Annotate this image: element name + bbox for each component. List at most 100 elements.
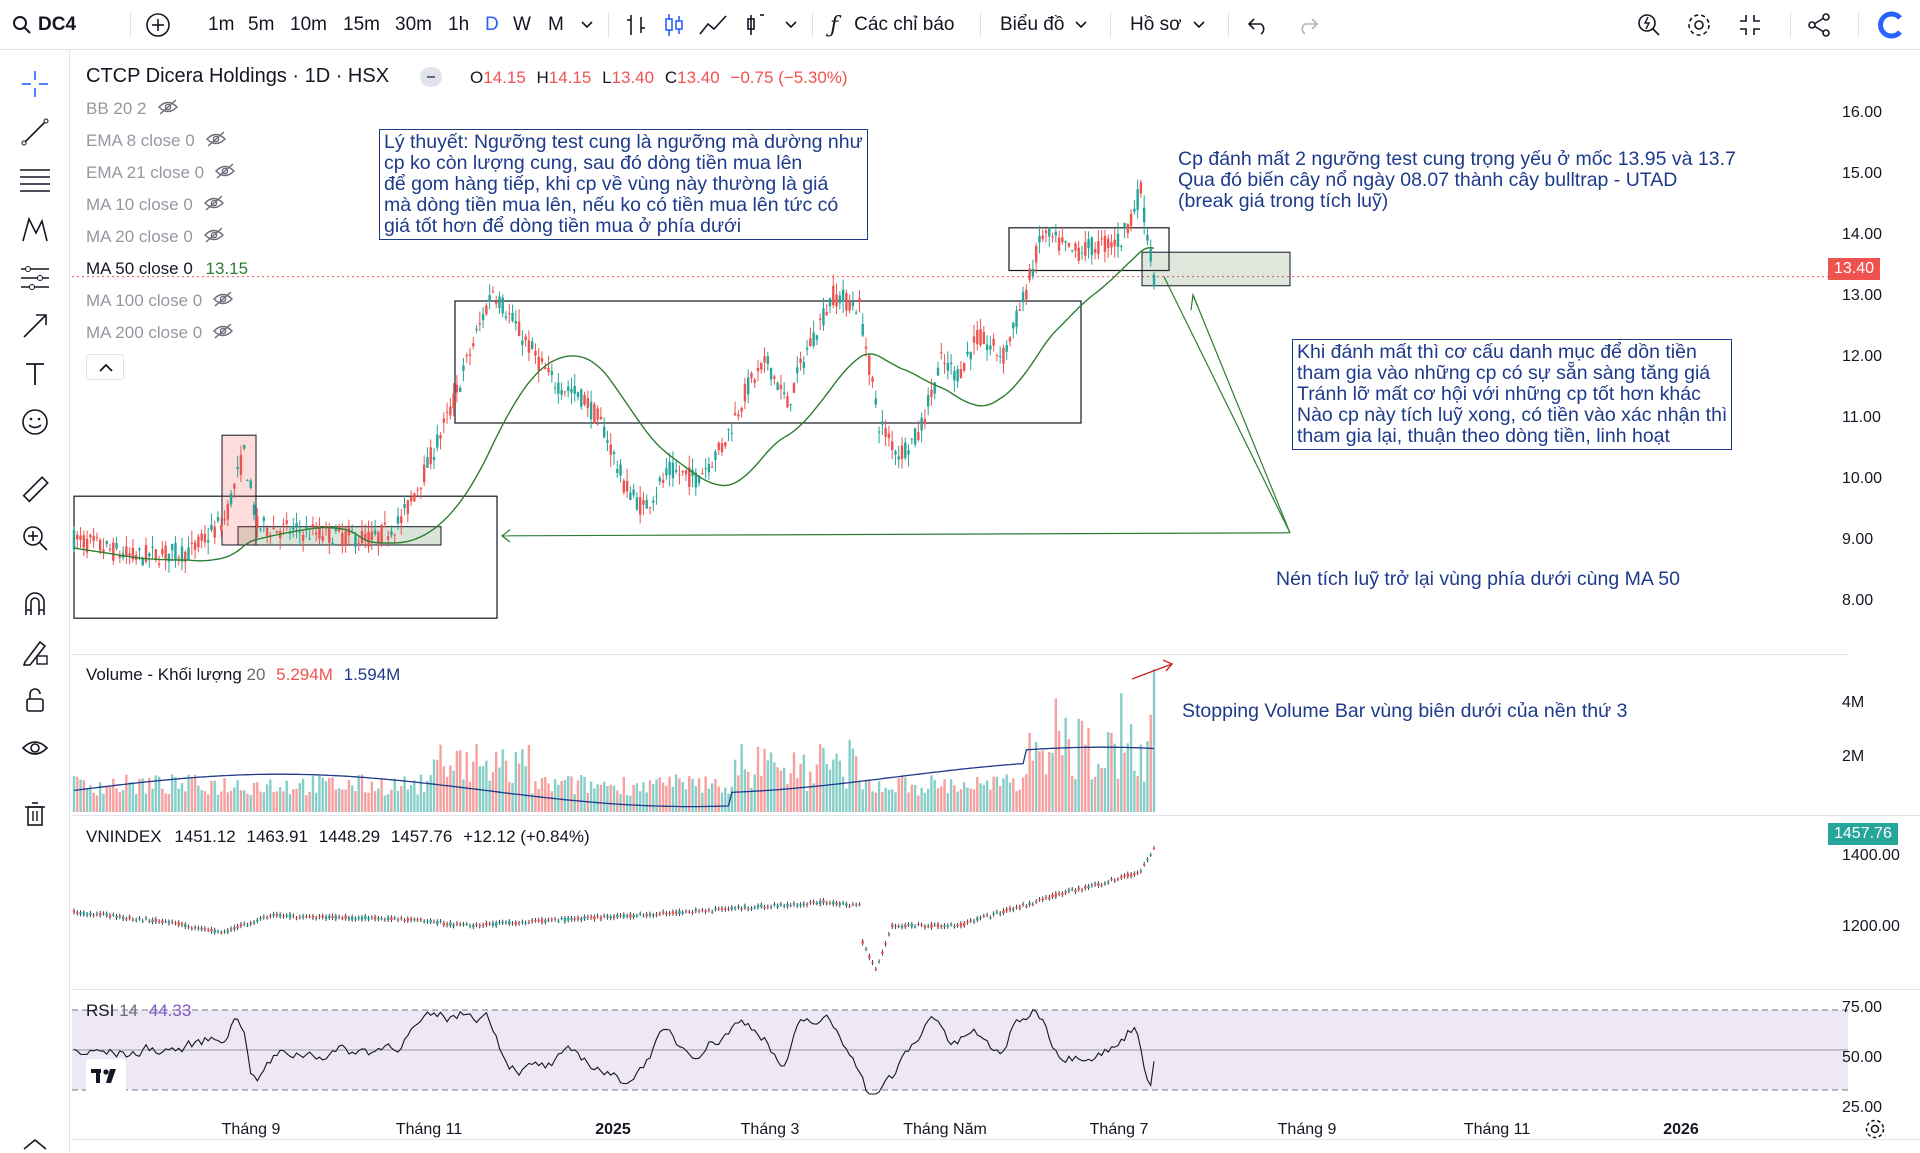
- symbol-search[interactable]: DC4: [12, 0, 76, 50]
- eye-off-icon[interactable]: [205, 131, 227, 152]
- interval-15m[interactable]: 15m: [343, 14, 380, 35]
- profile-menu-label: Hồ sơ: [1130, 14, 1182, 35]
- indicator-ema8[interactable]: EMA 8 close 0: [86, 131, 227, 152]
- bar-style-button[interactable]: [624, 0, 648, 50]
- fullscreen-button[interactable]: [1738, 0, 1762, 50]
- forecast-tool[interactable]: [15, 258, 55, 298]
- share-button[interactable]: [1806, 0, 1832, 50]
- indicator-ma200[interactable]: MA 200 close 0: [86, 323, 234, 344]
- interval-30m[interactable]: 30m: [395, 14, 432, 35]
- indicator-ma100[interactable]: MA 100 close 0: [86, 291, 234, 312]
- index-candle: [949, 924, 953, 926]
- lost-levels-note[interactable]: Cp đánh mất 2 ngưỡng test cung trọng yếu…: [1178, 148, 1736, 212]
- zoom-tool[interactable]: [15, 518, 55, 558]
- candle-body: [308, 538, 311, 540]
- text-tool[interactable]: [15, 354, 55, 394]
- chart-area[interactable]: 16.00 15.00 14.00 13.00 12.00 11.00 10.0…: [72, 51, 1920, 1153]
- stopping-volume-note[interactable]: Stopping Volume Bar vùng biên dưới của n…: [1182, 700, 1628, 722]
- profile-menu[interactable]: Hồ sơ: [1130, 0, 1206, 50]
- emoji-icon: [22, 409, 48, 435]
- candle-body: [1067, 242, 1071, 247]
- index-candle: [648, 913, 652, 916]
- indicator-ma20[interactable]: MA 20 close 0: [86, 227, 225, 248]
- interval-1m[interactable]: 1m: [208, 14, 235, 35]
- time-axis-settings[interactable]: [1864, 1118, 1886, 1145]
- compare-button[interactable]: [145, 0, 171, 50]
- interval-d[interactable]: D: [485, 14, 499, 35]
- pane-divider[interactable]: [72, 654, 1848, 655]
- hide-tool[interactable]: [15, 728, 55, 768]
- candle-body: [229, 493, 233, 505]
- compare-bars-button[interactable]: [744, 0, 768, 50]
- symbol-title[interactable]: CTCP Dicera Holdings · 1D · HSX: [86, 65, 390, 87]
- price-chart[interactable]: [72, 51, 1848, 654]
- candle-body: [573, 386, 576, 394]
- interval-m[interactable]: M: [548, 14, 564, 35]
- index-candle: [560, 918, 563, 920]
- quick-search-button[interactable]: [1636, 0, 1662, 50]
- interval-dropdown[interactable]: [580, 0, 594, 50]
- index-candle: [308, 916, 311, 918]
- emoji-tool[interactable]: [15, 402, 55, 442]
- interval-10m[interactable]: 10m: [290, 14, 327, 35]
- volume-bar: [622, 776, 626, 812]
- pane-divider[interactable]: [72, 989, 1920, 990]
- chart-menu[interactable]: Biểu đồ: [1000, 0, 1088, 50]
- pane-divider[interactable]: [72, 815, 1920, 816]
- index-candle: [432, 921, 436, 923]
- indicator-ma50[interactable]: MA 50 close 0 13.15: [86, 259, 248, 279]
- lock-drawings-tool[interactable]: [15, 632, 55, 672]
- eye-off-icon[interactable]: [212, 291, 234, 312]
- index-candle: [1120, 876, 1123, 878]
- ruler-tool[interactable]: [15, 470, 55, 510]
- lock-tool[interactable]: [15, 680, 55, 720]
- eye-off-icon[interactable]: [203, 227, 225, 248]
- volume-bar: [953, 785, 956, 812]
- undo-button[interactable]: [1246, 0, 1270, 50]
- line-style-button[interactable]: [698, 0, 728, 50]
- volume-bar: [318, 775, 321, 812]
- eye-off-icon[interactable]: [212, 323, 234, 344]
- index-candle: [717, 908, 720, 910]
- eye-off-icon[interactable]: [203, 195, 225, 216]
- indicator-ema21[interactable]: EMA 21 close 0: [86, 163, 236, 184]
- indicators-button[interactable]: ƒ Các chỉ báo: [830, 0, 955, 50]
- indicator-bb[interactable]: BB 20 2: [86, 99, 179, 120]
- arrow-tool[interactable]: [15, 306, 55, 346]
- remove-tool[interactable]: [15, 794, 55, 834]
- index-candle: [956, 925, 959, 927]
- trend-line-tool[interactable]: [15, 112, 55, 152]
- redo-button[interactable]: [1296, 0, 1320, 50]
- eye-off-icon[interactable]: [157, 99, 179, 120]
- interval-1h[interactable]: 1h: [448, 14, 470, 35]
- interval-5m[interactable]: 5m: [248, 14, 275, 35]
- collapse-legend-button[interactable]: [86, 354, 124, 380]
- candle-body: [632, 489, 635, 496]
- settings-button[interactable]: [1686, 0, 1712, 50]
- pattern-tool[interactable]: [15, 210, 55, 250]
- portfolio-note[interactable]: Khi đánh mất thì cơ cấu danh mục để dồn …: [1292, 339, 1733, 450]
- magnet-tool[interactable]: [15, 584, 55, 624]
- app-logo[interactable]: [1876, 0, 1906, 50]
- collapse-toolbar-button[interactable]: [15, 1135, 55, 1153]
- fib-tool[interactable]: [15, 160, 55, 200]
- theory-note[interactable]: Lý thuyết: Ngưỡng test cung là ngưỡng mà…: [379, 129, 868, 240]
- rsi-chart[interactable]: [72, 990, 1848, 1139]
- crosshair-tool[interactable]: [15, 64, 55, 104]
- legend-status-dot[interactable]: [420, 67, 442, 87]
- interval-w[interactable]: W: [513, 14, 531, 35]
- indicator-ma10[interactable]: MA 10 close 0: [86, 195, 225, 216]
- tradingview-logo[interactable]: [86, 1059, 126, 1093]
- volume-bar: [1021, 777, 1025, 812]
- index-candle: [763, 906, 766, 909]
- candles-button[interactable]: [662, 0, 686, 50]
- volume-bar: [681, 781, 684, 812]
- index-candle: [1084, 886, 1087, 889]
- style-dropdown[interactable]: [784, 0, 798, 50]
- volume-bar: [282, 791, 285, 812]
- accumulation-note[interactable]: Nén tích luỹ trở lại vùng phía dưới cùng…: [1276, 568, 1680, 590]
- volume-chart[interactable]: [72, 654, 1848, 815]
- vnindex-chart[interactable]: [72, 816, 1848, 989]
- share-icon: [1808, 13, 1830, 37]
- eye-off-icon[interactable]: [214, 163, 236, 184]
